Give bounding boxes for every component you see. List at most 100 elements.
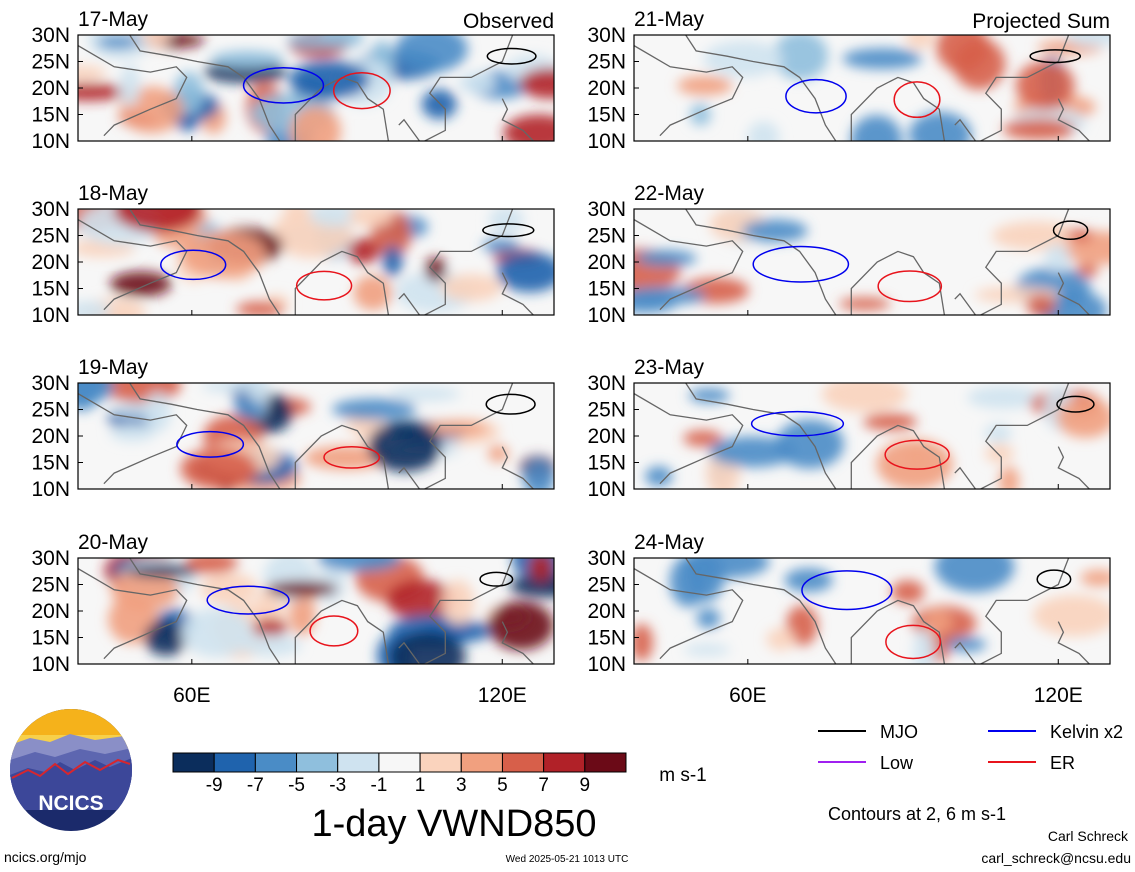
kelvin-contour [160, 249, 227, 281]
colorbar-swatch [584, 752, 627, 773]
mjo-contour [1052, 220, 1089, 241]
y-tick-label: 20N [587, 251, 626, 274]
coastlines [634, 558, 1090, 664]
y-tick-label: 15N [587, 627, 626, 650]
column-header: Projected Sum [972, 10, 1110, 33]
x-tick-label: 120E [1034, 684, 1083, 707]
logo-text: NCICS [38, 792, 103, 815]
panel-date: 17-May [78, 8, 149, 31]
mjo-contour [479, 571, 514, 587]
y-tick-label: 20N [31, 77, 70, 100]
panel-date: 19-May [78, 356, 149, 379]
kelvin-contour [176, 430, 245, 458]
map-panel: 18-May 30N 25N 20N 15N 10N [31, 182, 555, 327]
contour-note: Contours at 2, 6 m s-1 [828, 804, 1006, 824]
y-tick-label: 25N [31, 399, 70, 422]
y-tick-label: 20N [31, 251, 70, 274]
coastlines [634, 383, 1095, 489]
y-tick-label: 25N [31, 574, 70, 597]
y-tick-label: 15N [587, 452, 626, 475]
legend-label: MJO [880, 722, 918, 742]
colorbar-label: -1 [370, 775, 387, 796]
legend-label: ER [1050, 753, 1075, 773]
y-tick-label: 25N [31, 225, 70, 248]
y-tick-label: 15N [31, 627, 70, 650]
panel-date: 20-May [78, 531, 149, 554]
y-tick-label: 30N [31, 372, 70, 395]
y-tick-label: 25N [587, 51, 626, 74]
coastlines [634, 35, 1090, 141]
vwnd-shading [645, 383, 1110, 489]
y-tick-label: 20N [31, 425, 70, 448]
mjo-contour [482, 223, 535, 238]
vwnd-shading [78, 383, 554, 489]
y-tick-label: 25N [587, 225, 626, 248]
colorbar-label: 5 [497, 775, 508, 796]
y-tick-label: 30N [587, 198, 626, 221]
legend: MJO Kelvin x2 Low ER [818, 722, 1123, 773]
kelvin-contour [752, 245, 850, 283]
x-tick-label: 120E [478, 684, 527, 707]
map-panel: 24-May 30N 25N 20N 15N 10N 60E 120E [587, 531, 1111, 707]
colorbar-swatch [213, 752, 256, 773]
vwnd-shading [78, 35, 554, 141]
y-tick-label: 10N [31, 304, 70, 327]
colorbar-label: -9 [206, 775, 223, 796]
x-tick-label: 60E [729, 684, 766, 707]
ncics-logo: NCICS [10, 709, 132, 831]
y-tick-label: 10N [587, 653, 626, 676]
column-header: Observed [463, 10, 554, 33]
colorbar-swatch [337, 752, 380, 773]
y-tick-label: 30N [31, 198, 70, 221]
er-contour [295, 270, 353, 301]
panel-date: 24-May [634, 531, 705, 554]
y-tick-label: 10N [587, 130, 626, 153]
colorbar-label: -3 [329, 775, 346, 796]
y-tick-label: 25N [587, 399, 626, 422]
y-tick-label: 10N [31, 653, 70, 676]
er-contour [885, 624, 942, 660]
vwnd-shading [104, 558, 554, 664]
mjo-contour [1036, 569, 1072, 590]
y-tick-label: 15N [31, 278, 70, 301]
panel-date: 21-May [634, 8, 705, 31]
kelvin-contour [750, 410, 845, 437]
map-panel: 23-May 30N 25N 20N 15N 10N [587, 356, 1111, 501]
footer-timestamp: Wed 2025-05-21 1013 UTC [506, 854, 629, 865]
map-panel: 20-May 30N 25N 20N 15N 10N 60E 120E [31, 531, 555, 707]
er-contour [877, 270, 943, 303]
mjo-contour [1029, 49, 1082, 64]
y-tick-label: 30N [31, 24, 70, 47]
mjo-contour [1056, 395, 1095, 413]
colorbar-label: -7 [247, 775, 264, 796]
kelvin-contour [785, 78, 847, 114]
y-tick-label: 20N [587, 600, 626, 623]
panel-date: 18-May [78, 182, 149, 205]
y-tick-label: 15N [31, 452, 70, 475]
colorbar-swatch [296, 752, 339, 773]
colorbar-label: 7 [538, 775, 549, 796]
y-tick-label: 15N [587, 278, 626, 301]
y-tick-label: 25N [587, 574, 626, 597]
y-tick-label: 10N [31, 130, 70, 153]
kelvin-contour [242, 67, 325, 104]
y-tick-label: 25N [31, 51, 70, 74]
variable-title: 1-day VWND850 [311, 803, 596, 845]
colorbar-swatch [419, 752, 462, 773]
panel-date: 23-May [634, 356, 705, 379]
vwnd-shading [677, 35, 1110, 141]
vwnd-shading [634, 558, 1110, 664]
map-panel: 21-May Projected Sum 30N 25N 20N 15N 10N [587, 8, 1111, 153]
coastlines [78, 383, 536, 489]
y-tick-label: 20N [587, 425, 626, 448]
y-tick-label: 30N [587, 24, 626, 47]
footer-site: ncics.org/mjo [4, 849, 87, 865]
colorbar-label: 3 [456, 775, 467, 796]
coastlines [78, 209, 535, 315]
y-tick-label: 30N [31, 547, 70, 570]
map-panel: 19-May 30N 25N 20N 15N 10N [31, 356, 555, 501]
y-tick-label: 10N [587, 304, 626, 327]
coastlines [634, 209, 1090, 315]
y-tick-label: 10N [31, 478, 70, 501]
